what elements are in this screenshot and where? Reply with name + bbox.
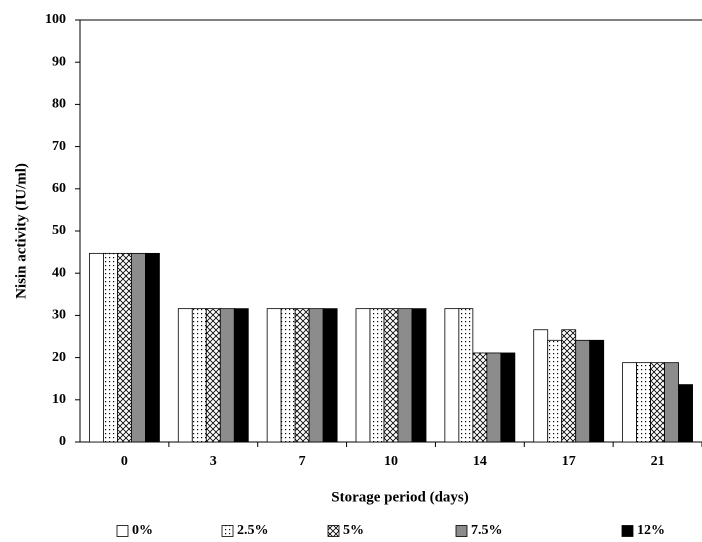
legend-swatch: [116, 525, 129, 537]
bar: [575, 339, 591, 443]
bar: [177, 308, 193, 443]
bar: [294, 308, 310, 443]
x-tick-label: 7: [299, 454, 306, 469]
bar: [411, 308, 427, 443]
legend-label: 0%: [132, 523, 153, 538]
x-axis-title: Storage period (days): [331, 489, 469, 505]
bar: [486, 352, 502, 443]
y-tick-label: 50: [52, 223, 66, 238]
x-tick-label: 17: [562, 454, 576, 469]
legend-swatch: [455, 525, 468, 537]
legend-label: 7.5%: [471, 523, 503, 538]
x-tick-label: 3: [210, 454, 217, 469]
bar: [322, 308, 338, 443]
legend-label: 5%: [343, 523, 364, 538]
bar: [383, 308, 399, 443]
y-tick-label: 0: [59, 434, 66, 449]
bar: [89, 252, 104, 443]
bar: [308, 308, 324, 443]
x-tick-label: 0: [121, 454, 128, 469]
y-tick-label: 10: [52, 392, 66, 407]
y-axis-title: Nisin activity (IU/ml): [13, 163, 29, 299]
legend-swatch: [621, 525, 634, 537]
bar: [280, 308, 296, 443]
bar: [622, 362, 637, 443]
y-tick-label: 80: [52, 97, 66, 112]
legend-swatch: [327, 525, 340, 537]
bar: [650, 362, 665, 443]
y-tick-label: 20: [52, 350, 66, 365]
bar: [103, 252, 118, 443]
bar: [533, 329, 549, 443]
x-tick-label: 14: [473, 454, 487, 469]
legend-swatch: [221, 525, 234, 537]
bar: [266, 308, 282, 443]
x-tick-label: 21: [651, 454, 665, 469]
bar: [117, 252, 132, 443]
bar: [472, 352, 488, 443]
legend-label: 2.5%: [237, 523, 269, 538]
bar: [191, 308, 207, 443]
y-tick-label: 30: [52, 308, 66, 323]
y-tick-label: 60: [52, 181, 66, 196]
bar: [444, 308, 460, 443]
bar: [561, 329, 577, 443]
bar: [131, 252, 146, 443]
legend-label: 12%: [637, 523, 665, 538]
bar: [636, 362, 651, 443]
bar: [589, 339, 605, 443]
bar: [355, 308, 371, 443]
bar: [458, 308, 474, 443]
bar: [369, 308, 385, 443]
y-tick-label: 100: [45, 12, 66, 27]
bar: [145, 252, 160, 443]
bar: [664, 362, 679, 443]
y-tick-label: 40: [52, 265, 66, 280]
bar: [205, 308, 221, 443]
bar: [233, 308, 249, 443]
bar: [397, 308, 413, 443]
x-tick-label: 10: [384, 454, 398, 469]
bar: [547, 339, 563, 443]
y-tick-label: 70: [52, 139, 66, 154]
bar: [500, 352, 516, 443]
y-tick-label: 90: [52, 54, 66, 69]
bar: [678, 384, 693, 443]
bar: [219, 308, 235, 443]
